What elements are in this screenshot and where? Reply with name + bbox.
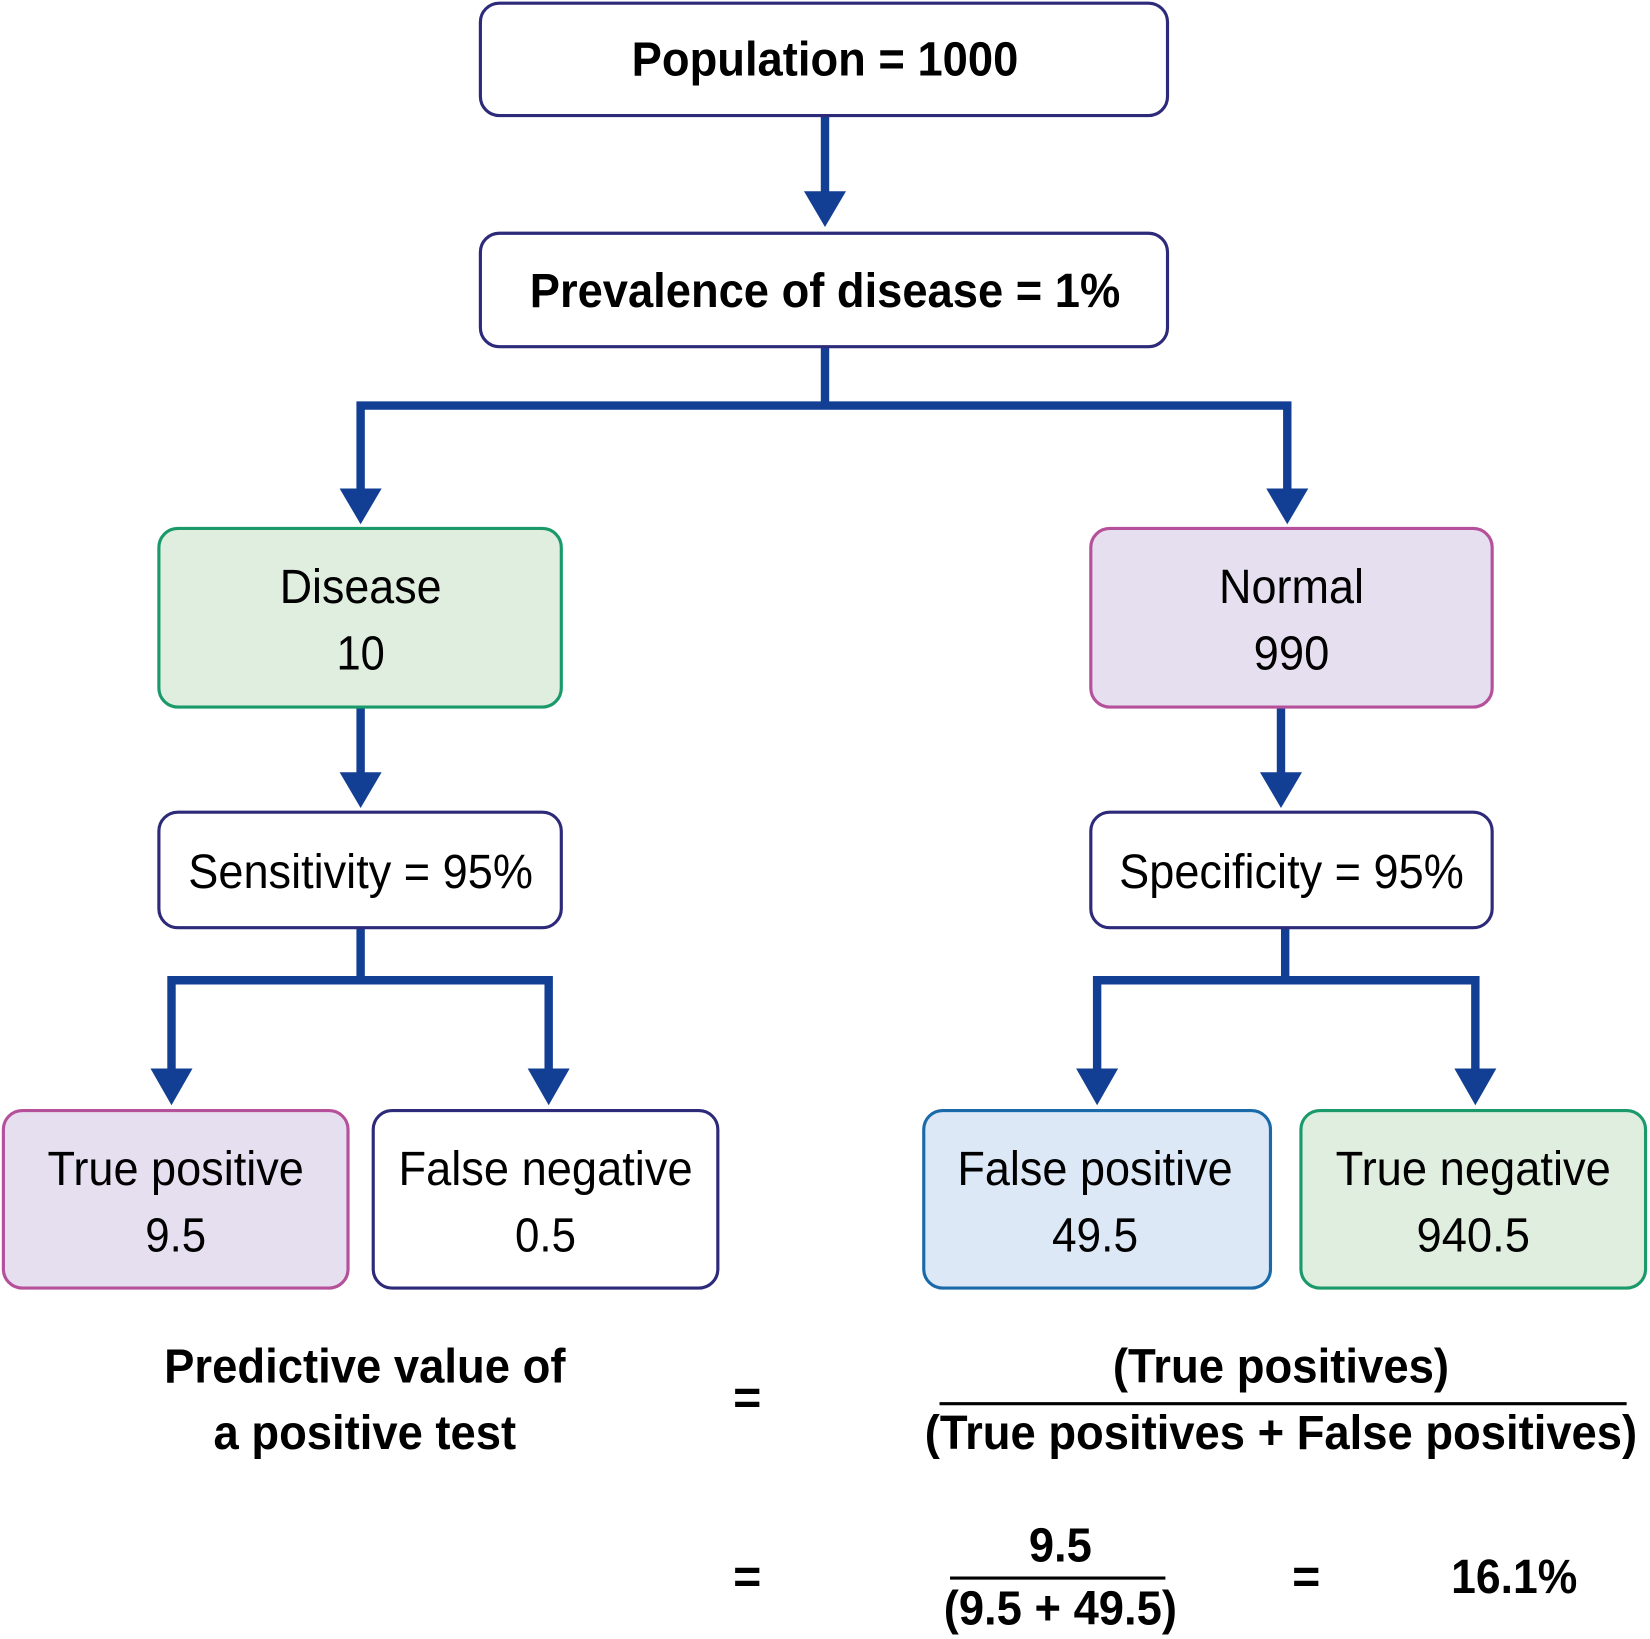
formula-lhs-line2: a positive test [214, 1406, 517, 1460]
false-positive-label: False positive [957, 1142, 1232, 1196]
formula: Predictive value of a positive test = (T… [164, 1340, 1637, 1636]
population-label: Population = 1000 [632, 33, 1019, 87]
branch-prevalence [356, 346, 1292, 492]
node-population: Population = 1000 [478, 1, 1170, 118]
equals-sign: = [1292, 1550, 1320, 1604]
node-true-negative: True negative 940.5 [1299, 1108, 1648, 1290]
false-positive-value: 49.5 [1052, 1208, 1138, 1262]
node-normal: Normal 990 [1089, 526, 1494, 709]
equals-sign: = [733, 1371, 761, 1425]
normal-label: Normal [1219, 560, 1364, 614]
node-false-negative: False negative 0.5 [371, 1108, 720, 1290]
true-positive-value: 9.5 [145, 1208, 206, 1262]
arrowhead-icon [1076, 1068, 1119, 1106]
calc-denominator: (9.5 + 49.5) [944, 1581, 1177, 1635]
node-disease: Disease 10 [157, 526, 563, 709]
prevalence-label: Prevalence of disease = 1% [530, 264, 1120, 318]
branch-sensitivity [167, 927, 553, 1072]
arrowhead-icon [150, 1068, 193, 1106]
formula-numerator: (True positives) [1113, 1340, 1449, 1394]
true-negative-value: 940.5 [1417, 1208, 1530, 1262]
node-specificity: Specificity = 95% [1089, 810, 1494, 930]
formula-denominator: (True positives + False positives) [925, 1406, 1637, 1460]
equals-sign: = [733, 1550, 761, 1604]
false-negative-value: 0.5 [515, 1208, 576, 1262]
arrowhead-icon [803, 191, 847, 227]
arrowhead-icon [527, 1068, 570, 1106]
arrowhead-icon [1266, 488, 1309, 525]
arrowhead-icon [1259, 772, 1302, 808]
disease-label: Disease [280, 560, 442, 614]
arrowhead-icon [339, 772, 382, 808]
node-false-positive: False positive 49.5 [922, 1108, 1273, 1290]
node-prevalence: Prevalence of disease = 1% [478, 231, 1170, 349]
arrowhead-icon [1454, 1068, 1497, 1106]
normal-value: 990 [1254, 626, 1330, 680]
node-sensitivity: Sensitivity = 95% [157, 810, 563, 930]
branch-specificity [1092, 927, 1480, 1072]
result-value: 16.1% [1451, 1550, 1577, 1604]
calc-numerator: 9.5 [1029, 1518, 1092, 1572]
node-true-positive: True positive 9.5 [1, 1108, 350, 1290]
formula-lhs-line1: Predictive value of [164, 1340, 566, 1394]
true-negative-label: True negative [1336, 1142, 1611, 1196]
connectors [150, 115, 1497, 1106]
arrowhead-icon [339, 488, 382, 525]
sensitivity-label: Sensitivity = 95% [188, 845, 533, 899]
disease-value: 10 [336, 626, 384, 680]
true-positive-label: True positive [48, 1142, 304, 1196]
false-negative-label: False negative [398, 1142, 692, 1196]
specificity-label: Specificity = 95% [1119, 845, 1464, 899]
